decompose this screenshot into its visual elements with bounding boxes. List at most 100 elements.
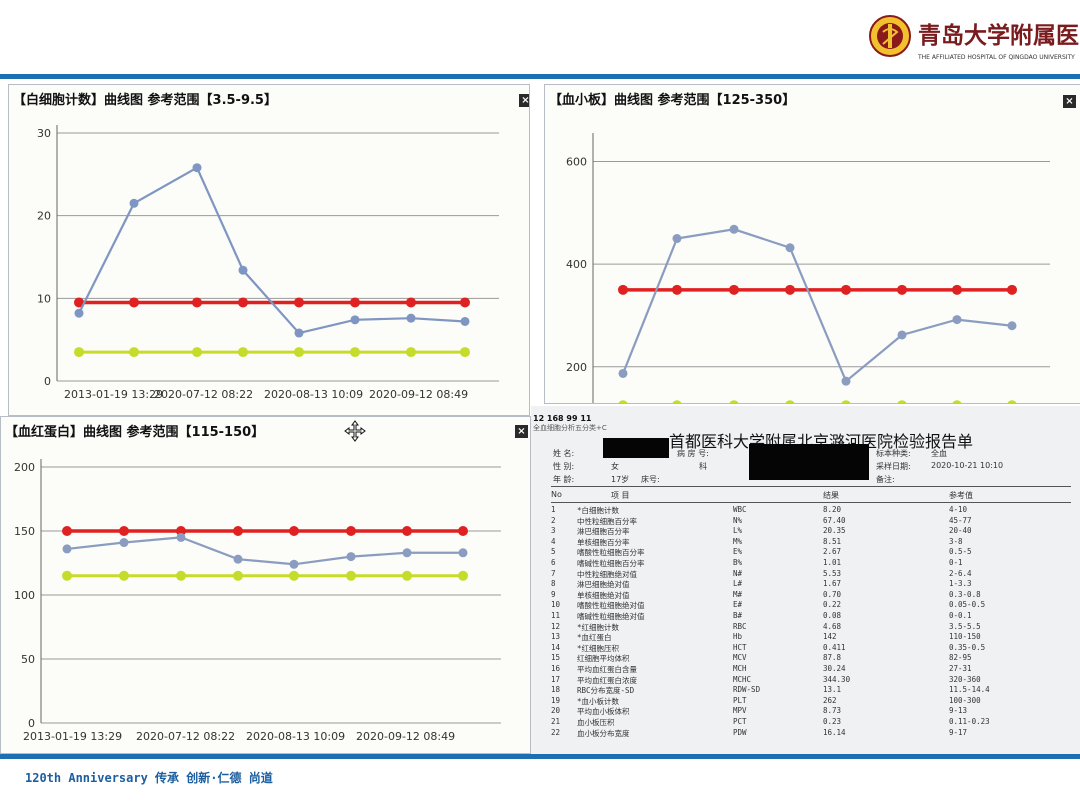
hb-upper-limit-point [119,526,129,536]
test-name: *红细胞计数 [577,622,620,632]
report-row: 4 单核细胞百分率 M% 8.51 3-8 [531,537,1080,547]
test-code: B% [733,558,743,567]
test-name: 平均血红蛋白浓度 [577,675,637,685]
reference-range: 0.3-0.8 [949,589,981,599]
test-code: Hb [733,632,743,642]
reference-range: 45-77 [949,515,972,525]
report-row: 19 *血小板计数 PLT 262 100-300 [531,696,1080,706]
report-rule-top [551,486,1071,487]
report-rule-header [551,502,1071,503]
row-number: 17 [551,674,561,684]
reference-range: 20-40 [949,526,972,536]
test-code: L# [733,579,743,589]
reference-range: 0-1 [949,558,963,567]
test-result: 20.35 [823,526,846,536]
hb-lower-limit-point [176,570,186,581]
reference-range: 0.35-0.5 [949,642,986,652]
report-row: 13 *血红蛋白 Hb 142 110-150 [531,632,1080,642]
test-result: 8.51 [823,536,842,546]
col-item: 项 目 [611,491,630,500]
collect-label: 采样日期: [876,462,911,471]
report-test-name: 全血细胞分析五分类+C [533,424,607,432]
row-number: 7 [551,568,556,578]
plt-chart-title: 【血小板】曲线图 参考范围【125-350】 [549,93,796,108]
row-number: 9 [551,589,556,599]
plt-upper-limit-point [785,284,795,295]
test-code: MCHC [733,674,752,684]
test-code: B# [733,611,743,620]
hb-y-tick-label: 100 [14,589,35,602]
plt-lower-limit-point [618,400,628,403]
plt-lower-limit-point [729,400,739,403]
test-code: PCT [733,717,747,726]
plt-measured-point [952,315,962,325]
wbc-upper-limit-point [129,297,139,308]
row-number: 15 [551,653,561,663]
plt-measured-point [729,224,739,234]
plt-upper-limit-point [672,284,682,295]
reference-range: 100-300 [949,695,981,705]
hb-chart-title: 【血红蛋白】曲线图 参考范围【115-150】 [5,425,265,440]
hb-y-tick-label: 150 [14,525,35,538]
test-result: 8.20 [823,505,842,514]
wbc-measured-point [238,265,248,275]
remark-label: 备注: [876,475,895,484]
reference-range: 9-17 [949,727,968,737]
hb-lower-limit-point [119,570,129,581]
test-result: 0.08 [823,611,842,620]
test-code: PLT [733,695,747,705]
hb-lower-limit-point [402,570,412,581]
test-code: N% [733,515,743,525]
plt-y-tick-label: 600 [566,156,587,169]
row-number: 18 [551,685,561,695]
wbc-measured-point [129,198,139,208]
wbc-upper-limit-point [350,297,360,308]
wbc-upper-limit-point [192,297,202,308]
col-no: No [551,490,562,499]
plt-y-tick-label: 200 [566,361,587,374]
plt-y-tick-label: 400 [566,258,587,271]
hb-chart-window: 【血红蛋白】曲线图 参考范围【115-150】 × 0 50 100 150 200 20… [0,416,531,754]
hb-upper-limit-point [346,526,356,536]
hb-measured-point [402,548,412,558]
test-name: 淋巴细胞绝对值 [577,580,630,590]
test-name: 中性粒细胞百分率 [577,516,637,526]
report-row: 22 血小板分布宽度 PDW 16.14 9-17 [531,728,1080,738]
test-name: 嗜酸性粒细胞百分率 [577,548,645,558]
wbc-measured-point [74,308,84,318]
wbc-close-button[interactable]: × [519,94,529,107]
wbc-upper-limit-point [406,297,416,308]
hb-x-tick-label: 2020-08-13 10:09 [246,730,345,743]
hospital-seal-icon [869,15,911,57]
hb-close-button[interactable]: × [515,425,528,438]
test-code: PDW [733,727,747,737]
hb-y-tick-label: 200 [14,461,35,474]
wbc-upper-limit-point [294,297,304,308]
hb-upper-limit-point [176,526,186,536]
test-name: 嗜碱性粒细胞绝对值 [577,612,645,621]
reference-range: 4-10 [949,505,968,514]
report-row: 17 平均血红蛋白浓度 MCHC 344.30 320-360 [531,675,1080,685]
plt-line-chart: 200 400 600 [566,133,1050,403]
hb-y-tick-label: 50 [21,653,35,666]
hb-x-tick-label: 2020-07-12 08:22 [136,730,235,743]
wbc-y-tick-label: 10 [37,292,51,305]
row-number: 20 [551,706,561,716]
reference-range: 82-95 [949,653,972,663]
wbc-lower-limit-point [192,347,202,358]
wbc-x-tick-label: 2013-01-19 13:29 [64,388,163,401]
wbc-measured-point [294,328,304,338]
hb-measured-point [119,538,129,548]
test-name: 血小板压积 [577,718,615,727]
footer-slogan: 120th Anniversary 传承 创新·仁德 尚道 [25,771,273,785]
test-name: 嗜酸性粒细胞绝对值 [577,601,645,611]
hb-upper-limit-point [402,526,412,536]
plt-close-button[interactable]: × [1063,95,1076,108]
plt-measured-point [618,368,628,378]
report-row: 1 *白细胞计数 WBC 8.20 4-10 [531,505,1080,515]
report-row: 16 平均血红蛋白含量 MCH 30.24 27-31 [531,664,1080,674]
wbc-upper-limit-point [460,297,470,308]
test-name: *血红蛋白 [577,633,612,643]
test-name: 中性粒细胞绝对值 [577,569,637,579]
